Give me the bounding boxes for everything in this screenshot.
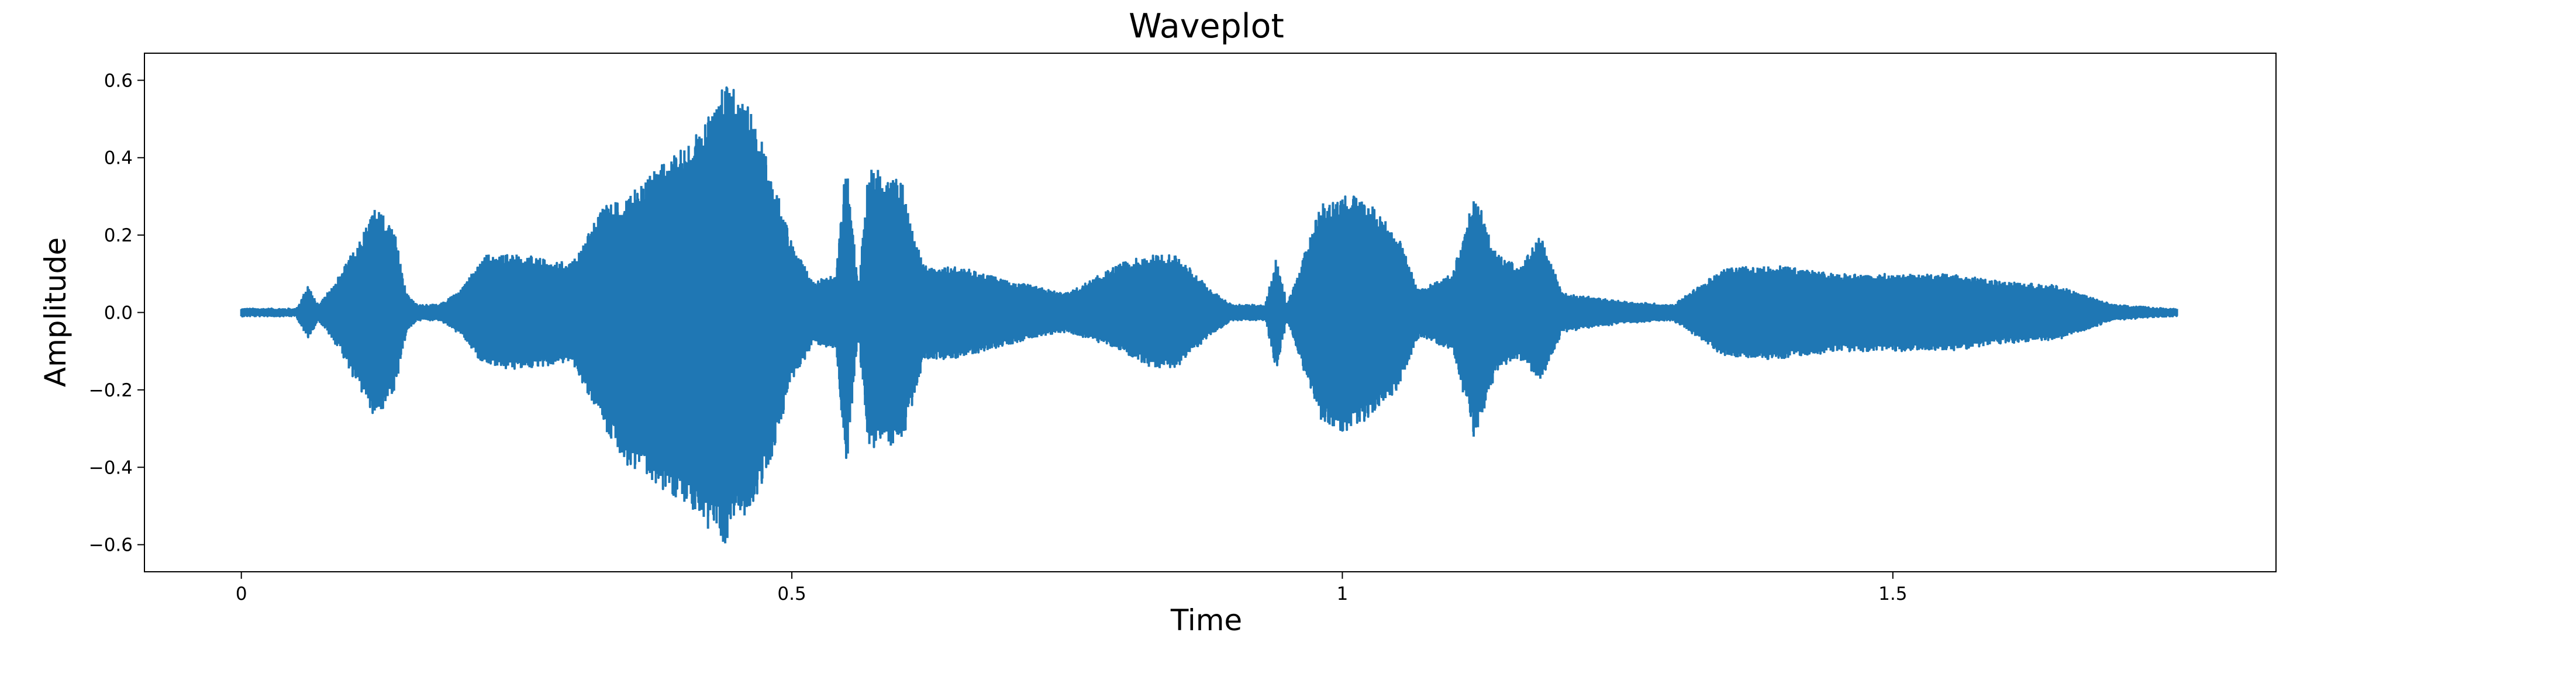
y-axis-label: Amplitude — [39, 237, 73, 387]
x-tick-label: 1 — [1337, 583, 1349, 605]
y-tick-label: −0.2 — [89, 380, 133, 401]
chart-title: Waveplot — [1129, 7, 1284, 46]
y-tick-label: −0.6 — [89, 535, 133, 556]
y-tick-label: 0.6 — [104, 70, 133, 91]
x-axis: 0 0.5 1 1.5 — [236, 572, 1907, 605]
x-axis-label: Time — [1170, 603, 1242, 637]
x-tick-label: 1.5 — [1878, 583, 1907, 605]
y-tick-label: 0.0 — [104, 303, 133, 324]
waveform-series — [240, 86, 2178, 544]
y-tick-label: 0.2 — [104, 225, 133, 246]
x-tick-label: 0 — [236, 583, 247, 605]
y-tick-label: −0.4 — [89, 457, 133, 478]
y-tick-label: 0.4 — [104, 148, 133, 169]
y-axis: −0.6 −0.4 −0.2 0.0 0.2 0.4 0.6 — [89, 70, 144, 556]
waveform-line — [240, 86, 2178, 544]
x-tick-label: 0.5 — [777, 583, 806, 605]
